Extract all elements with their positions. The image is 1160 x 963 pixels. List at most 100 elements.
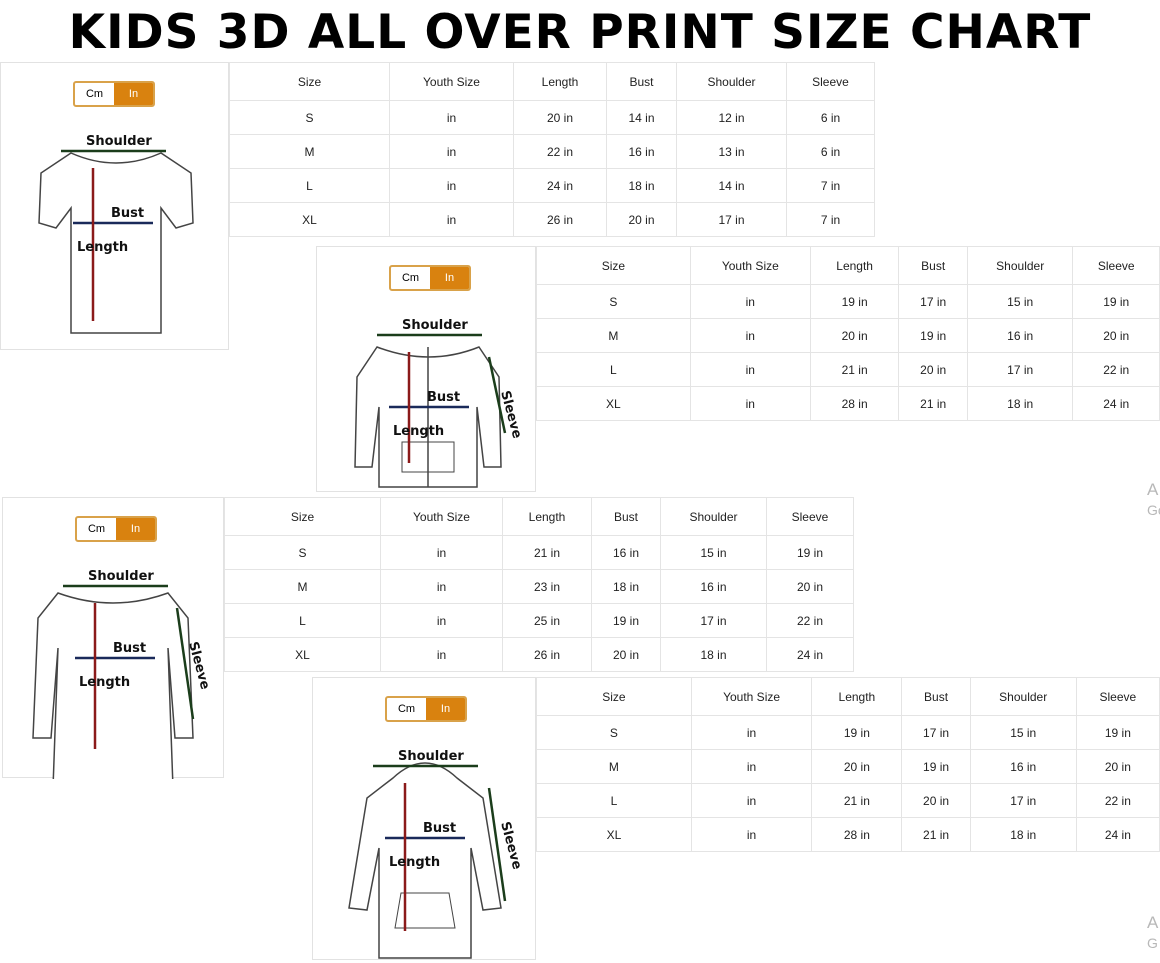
t-shirt-diagram: Shoulder Bust Length [38,134,194,334]
column-header: Length [809,246,900,285]
unit-cm-button[interactable]: Cm [87,523,106,535]
unit-in-button[interactable]: In [116,518,155,540]
table-row: XL in 28 in 21 in 18 in 24 in [536,817,1160,852]
column-header: Sleeve [1075,677,1160,716]
table-cell: 20 in [898,352,968,387]
table-cell: M [229,134,390,169]
table-cell: in [380,535,503,570]
column-header: Youth Size [380,497,503,536]
column-header: Shoulder [660,497,767,536]
table-cell: 28 in [811,817,903,852]
table-cell: 25 in [502,603,592,638]
table-cell: 12 in [676,100,787,135]
table-row: XL in 26 in 20 in 18 in 24 in [224,637,854,672]
table-cell: in [689,386,811,421]
table-cell: 24 in [1075,817,1160,852]
unit-cm-button[interactable]: Cm [397,703,416,715]
unit-toggle[interactable]: Cm In [73,81,155,107]
column-header: Bust [898,246,968,285]
table-cell: 20 in [606,202,677,237]
length-label: Length [79,675,130,690]
sleeve-label: Sleeve [497,820,524,871]
table-cell: S [224,535,381,570]
table-cell: M [536,318,691,353]
table-cell: 26 in [513,202,607,237]
table-cell: 15 in [966,284,1074,319]
unit-toggle[interactable]: Cm In [389,265,471,291]
table-cell: in [389,100,514,135]
length-label: Length [77,240,128,255]
unit-cm-button[interactable]: Cm [85,88,104,100]
sleeve-arrow [175,607,195,720]
table-cell: 28 in [809,386,900,421]
table-header: Size Youth Size Length Bust Shoulder Sleeve [536,246,1160,285]
table-cell: 16 in [969,749,1077,784]
column-header: Bust [901,677,971,716]
unit-in-button[interactable]: In [426,698,465,720]
table-cell: in [389,202,514,237]
table-cell: 18 in [969,817,1077,852]
unit-in-button[interactable]: In [114,83,153,105]
table-cell: 14 in [676,168,787,203]
unit-toggle[interactable]: Cm In [75,516,157,542]
table-cell: 21 in [811,783,903,818]
table-cell: 7 in [786,202,875,237]
table-cell: 24 in [1072,386,1160,421]
shoulder-label: Shoulder [402,318,468,333]
zip-hoodie-diagram: Shoulder Bust Length Sleeve [354,318,524,488]
table-cell: 20 in [766,569,854,604]
table-cell: S [536,715,692,750]
table-cell: 20 in [809,318,900,353]
table-cell: 19 in [809,284,900,319]
bust-label: Bust [427,390,460,405]
table-cell: 18 in [966,386,1074,421]
table-cell: 16 in [660,569,767,604]
table-cell: in [690,715,813,750]
table-cell: 19 in [766,535,854,570]
table-cell: in [690,749,813,784]
table-cell: S [229,100,390,135]
table-cell: XL [536,386,691,421]
table-cell: 22 in [513,134,607,169]
unit-in-button[interactable]: In [430,267,469,289]
garment-image-long-sleeve: Cm In Shoulder Bust Length Sleeve [2,497,224,779]
table-cell: 17 in [969,783,1077,818]
table-cell: L [536,352,691,387]
shoulder-label: Shoulder [398,749,464,764]
table-cell: 24 in [513,168,607,203]
table-cell: 24 in [766,637,854,672]
table-cell: 20 in [901,783,971,818]
column-header: Size [224,497,381,536]
table-cell: 20 in [513,100,607,135]
column-header: Bust [591,497,661,536]
unit-cm-button[interactable]: Cm [401,272,420,284]
table-cell: in [689,284,811,319]
length-label: Length [389,855,440,870]
length-label: Length [393,424,444,439]
column-header: Sleeve [1072,246,1160,285]
column-header: Shoulder [969,677,1077,716]
table-cell: 22 in [1072,352,1160,387]
sleeve-arrow [487,356,507,434]
table-cell: 16 in [606,134,677,169]
table-cell: 19 in [591,603,661,638]
column-header: Length [811,677,903,716]
table-cell: in [380,637,503,672]
shoulder-label: Shoulder [88,569,154,584]
page-title: KIDS 3D ALL OVER PRINT SIZE CHART [68,5,1092,60]
column-header: Size [536,677,692,716]
unit-toggle[interactable]: Cm In [385,696,467,722]
column-header: Sleeve [766,497,854,536]
column-header: Sleeve [786,62,875,101]
table-cell: in [389,168,514,203]
table-header: Size Youth Size Length Bust Shoulder Sleeve [536,677,1160,716]
